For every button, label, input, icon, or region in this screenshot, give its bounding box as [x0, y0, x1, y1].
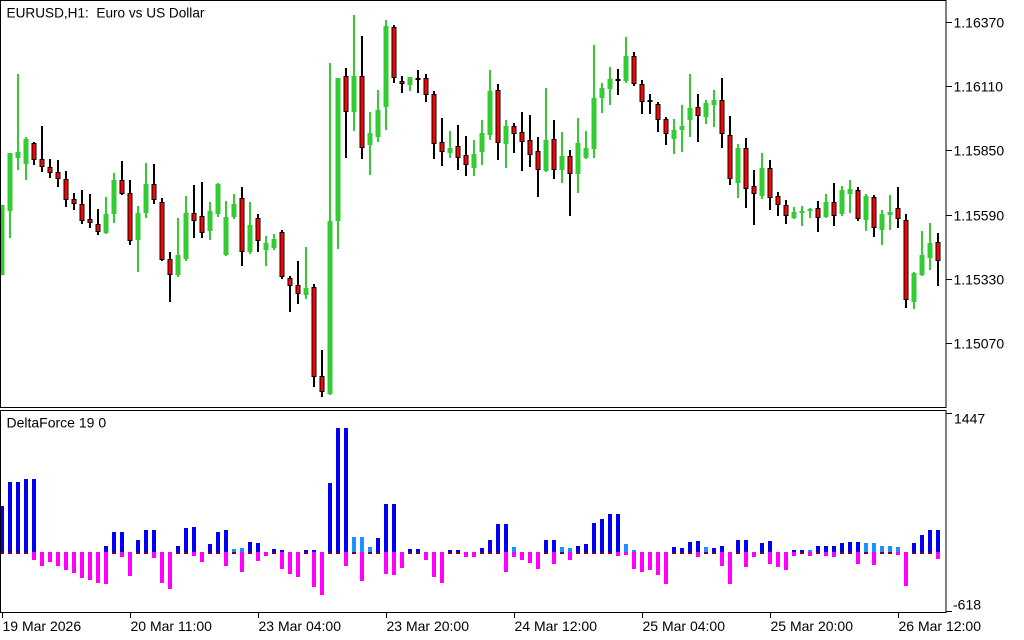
svg-text:23 Mar 20:00: 23 Mar 20:00 [387, 618, 470, 634]
svg-text:-618: -618 [953, 597, 981, 613]
svg-text:23 Mar 04:00: 23 Mar 04:00 [259, 618, 342, 634]
svg-text:24 Mar 12:00: 24 Mar 12:00 [515, 618, 598, 634]
svg-text:1447: 1447 [954, 411, 985, 427]
svg-text:DeltaForce 19 0: DeltaForce 19 0 [7, 415, 107, 431]
svg-text:1.16110: 1.16110 [954, 79, 1004, 95]
svg-text:1.15070: 1.15070 [954, 336, 1005, 352]
svg-text:20 Mar 11:00: 20 Mar 11:00 [131, 618, 213, 634]
svg-text:25 Mar 04:00: 25 Mar 04:00 [643, 618, 726, 634]
svg-text:1.15590: 1.15590 [954, 208, 1005, 224]
svg-text:1.15850: 1.15850 [954, 143, 1005, 159]
svg-text:26 Mar 12:00: 26 Mar 12:00 [899, 618, 982, 634]
svg-text:1.15330: 1.15330 [954, 272, 1005, 288]
svg-text:25 Mar 20:00: 25 Mar 20:00 [771, 618, 854, 634]
svg-text:19 Mar 2026: 19 Mar 2026 [3, 618, 82, 634]
svg-text:EURUSD,H1: Euro vs US Dollar: EURUSD,H1: Euro vs US Dollar [7, 6, 205, 21]
svg-text:1.16370: 1.16370 [954, 15, 1005, 31]
